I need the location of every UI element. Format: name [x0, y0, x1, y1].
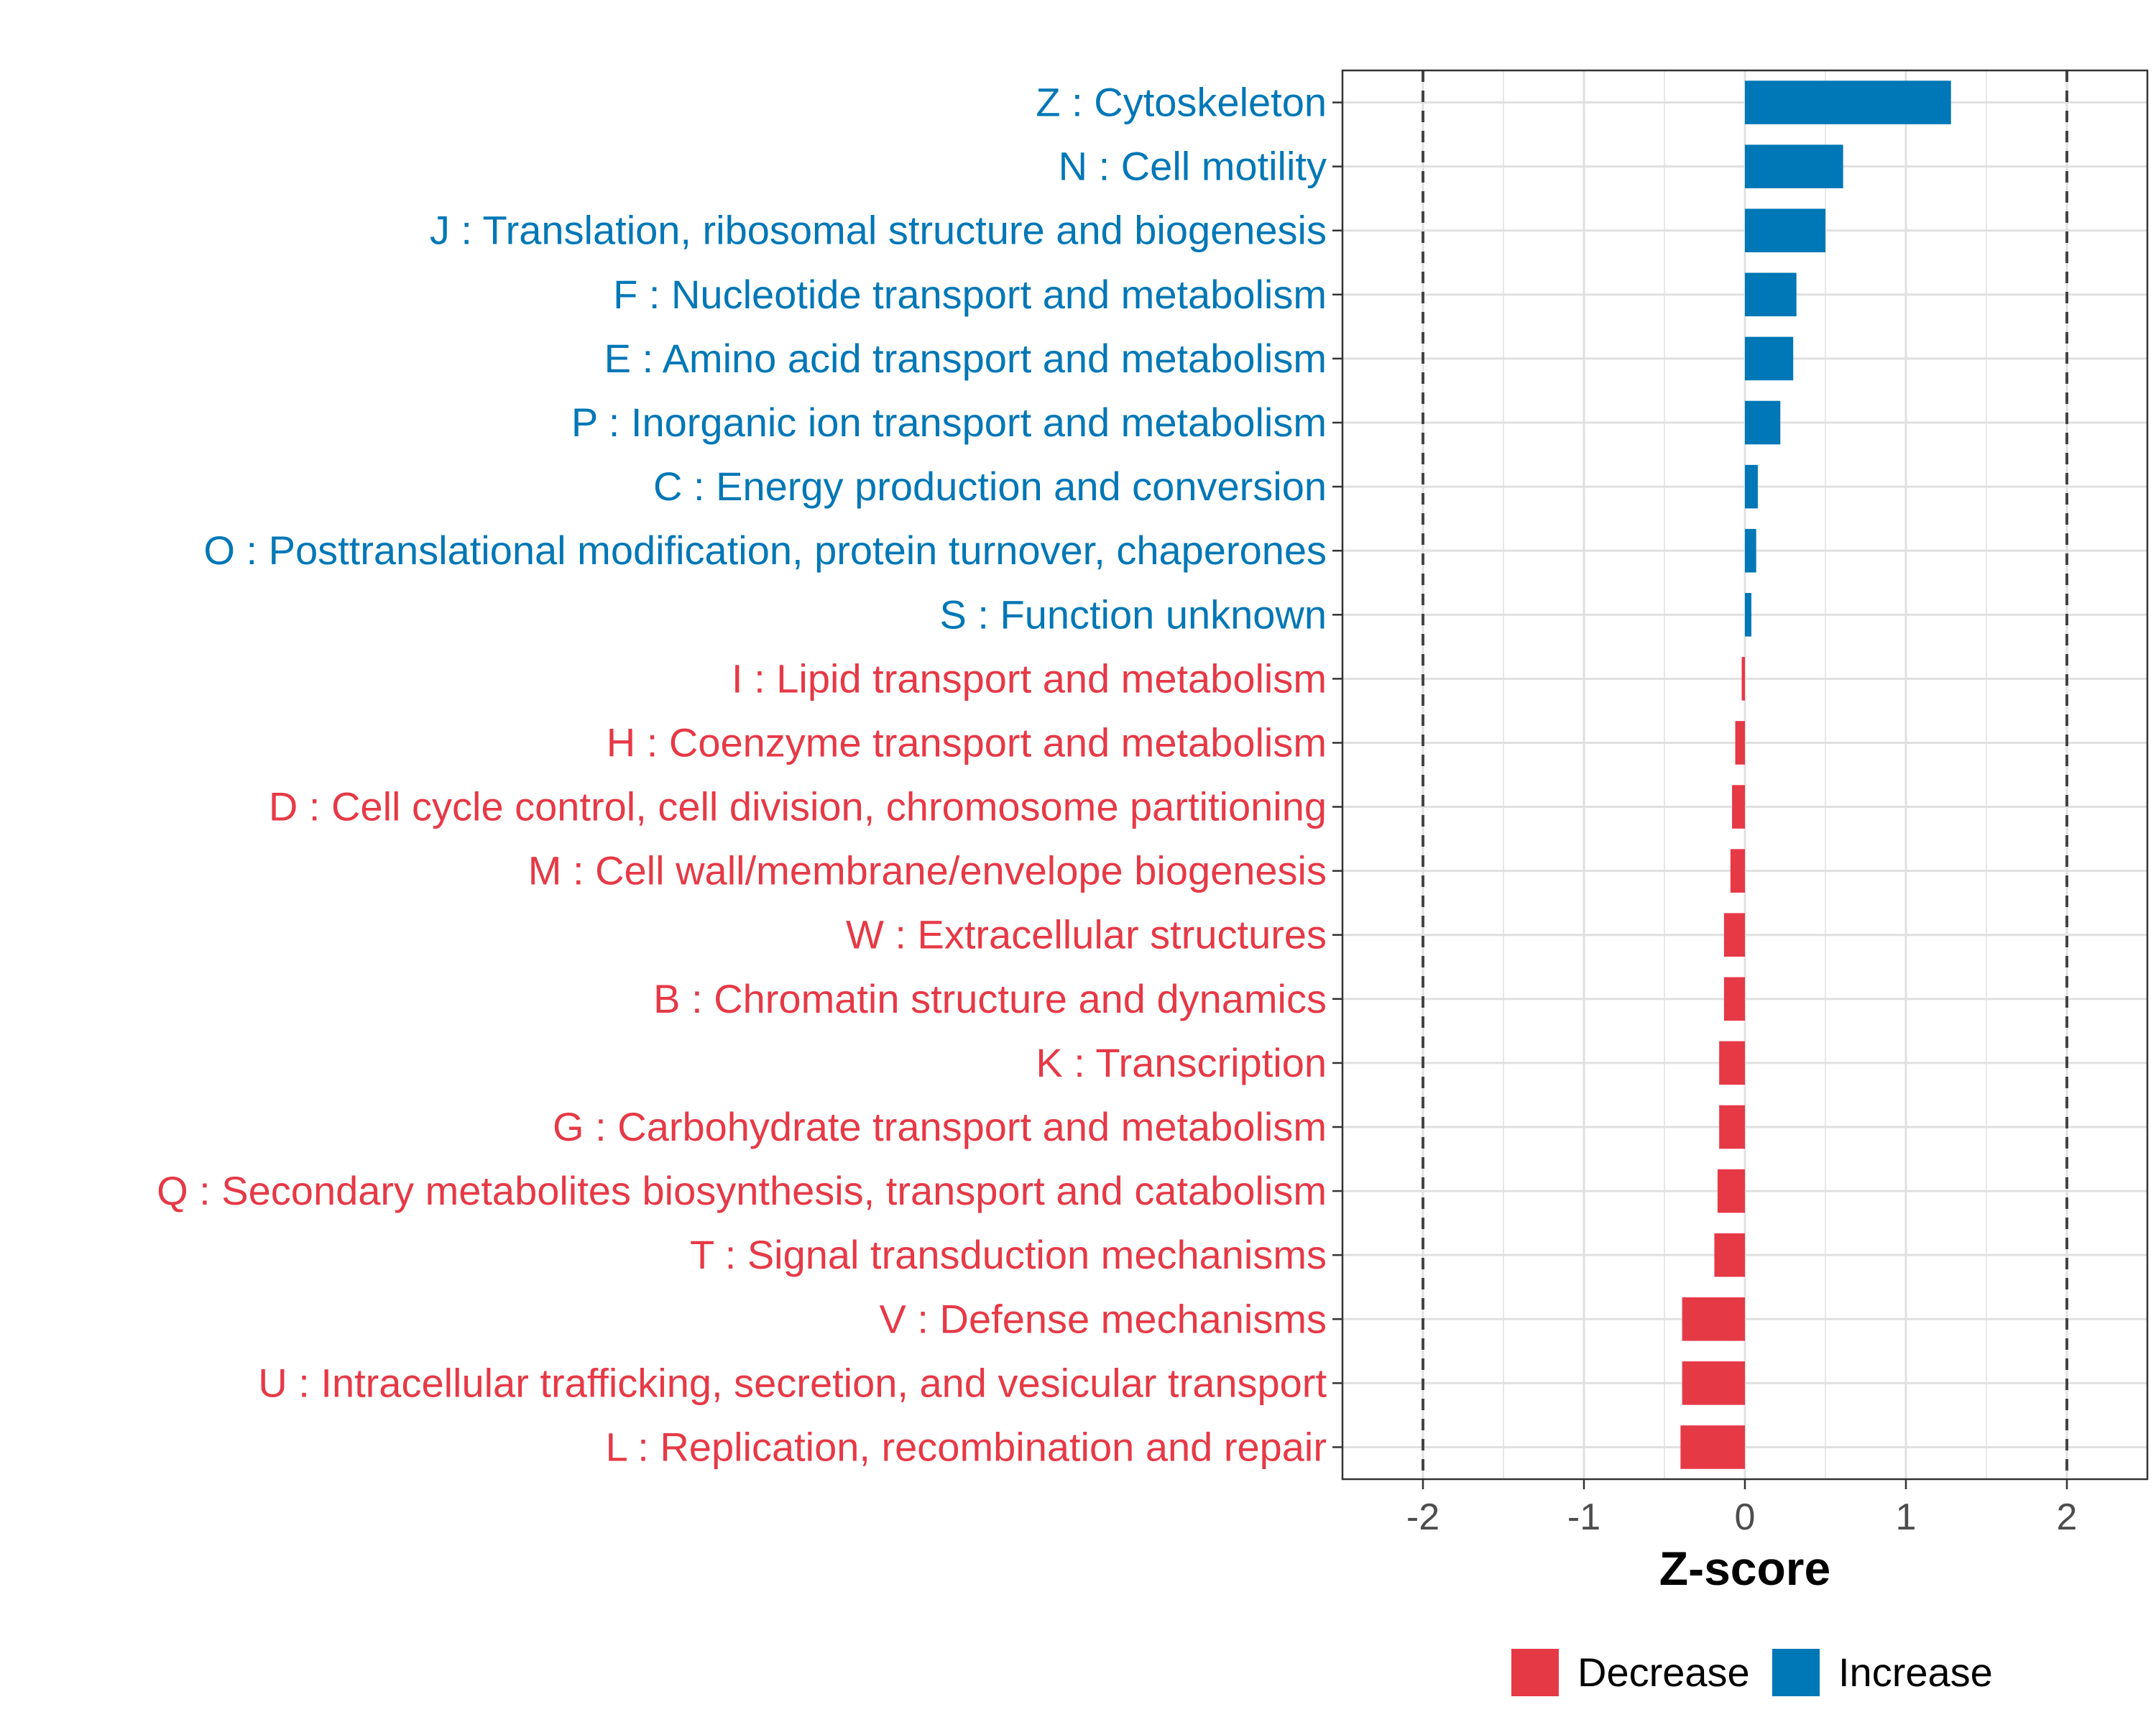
bar [1730, 849, 1745, 893]
category-label: S : Function unknown [939, 592, 1327, 637]
bar [1741, 657, 1745, 701]
x-tick-label: 2 [2057, 1496, 2078, 1538]
bar [1682, 1361, 1745, 1405]
category-label: C : Energy production and conversion [653, 464, 1327, 509]
x-axis-title: Z-score [1659, 1542, 1830, 1595]
legend-swatch [1511, 1649, 1559, 1696]
category-label: D : Cell cycle control, cell division, c… [269, 784, 1327, 829]
legend-label: Increase [1838, 1650, 1993, 1695]
x-tick-label: 0 [1735, 1496, 1756, 1538]
bar [1723, 913, 1745, 957]
category-label: O : Posttranslational modification, prot… [203, 528, 1327, 573]
bar [1682, 1297, 1745, 1341]
legend-swatch [1772, 1649, 1820, 1696]
bar [1735, 721, 1745, 765]
bar [1745, 400, 1781, 445]
category-label: J : Translation, ribosomal structure and… [430, 208, 1327, 253]
category-label: W : Extracellular structures [846, 912, 1327, 957]
category-label: Q : Secondary metabolites biosynthesis, … [157, 1168, 1327, 1213]
bar [1719, 1041, 1745, 1085]
category-label: H : Coenzyme transport and metabolism [607, 719, 1327, 765]
category-label: I : Lipid transport and metabolism [732, 656, 1327, 701]
plot-panel [1341, 69, 2149, 1481]
category-label: Z : Cytoskeleton [1036, 80, 1327, 125]
category-label: K : Transcription [1036, 1040, 1327, 1085]
legend-label: Decrease [1577, 1650, 1750, 1695]
bar [1745, 592, 1751, 637]
category-label: P : Inorganic ion transport and metaboli… [571, 400, 1327, 445]
category-label: B : Chromatin structure and dynamics [653, 976, 1327, 1021]
bar [1714, 1233, 1745, 1277]
bar [1745, 80, 1951, 124]
category-label: V : Defense mechanisms [880, 1296, 1327, 1341]
reference-lines [1422, 70, 2068, 1479]
x-axis: -2 -1 0 1 2 [1406, 1479, 2078, 1538]
bar [1732, 785, 1745, 829]
x-tick-label: -2 [1406, 1496, 1439, 1538]
bar [1745, 272, 1797, 317]
bars [1680, 80, 1951, 1469]
category-label: M : Cell wall/membrane/envelope biogenes… [528, 848, 1327, 893]
x-tick-label: -1 [1567, 1496, 1600, 1538]
bar [1680, 1425, 1745, 1469]
x-tick-label: 1 [1896, 1496, 1917, 1538]
category-label: F : Nucleotide transport and metabolism [613, 272, 1327, 317]
bar [1723, 977, 1745, 1021]
bar [1745, 208, 1825, 253]
legend: Decrease Increase [1511, 1649, 1993, 1696]
category-label: G : Carbohydrate transport and metabolis… [553, 1104, 1327, 1149]
bar [1745, 464, 1758, 509]
bar [1717, 1169, 1745, 1213]
bar [1719, 1105, 1745, 1149]
bar [1745, 336, 1794, 381]
y-axis: Z : Cytoskeleton N : Cell motility J : Tra… [157, 80, 1342, 1469]
category-label: N : Cell motility [1059, 144, 1327, 189]
category-label: T : Signal transduction mechanisms [690, 1232, 1327, 1277]
category-label: E : Amino acid transport and metabolism [604, 336, 1327, 381]
bar [1745, 528, 1756, 573]
category-label: U : Intracellular trafficking, secretion… [258, 1360, 1327, 1405]
category-label: L : Replication, recombination and repai… [606, 1424, 1327, 1469]
bar [1745, 144, 1843, 188]
